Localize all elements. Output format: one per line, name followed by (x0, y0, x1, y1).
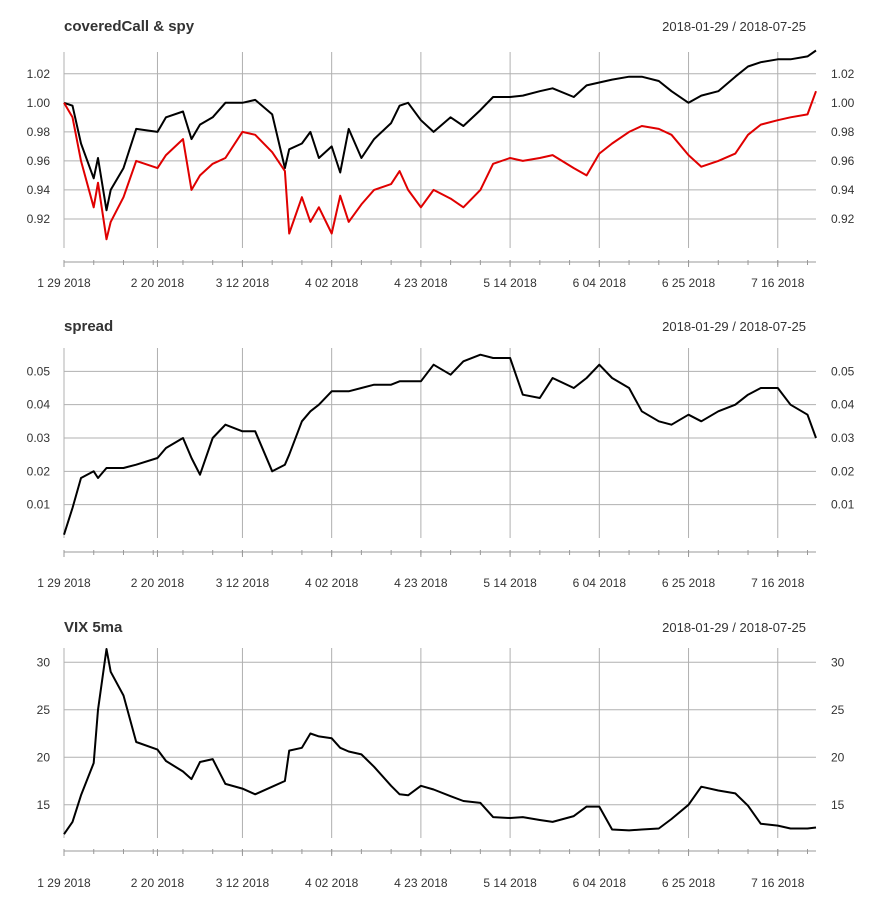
y-tick-label-right: 0.05 (831, 364, 855, 378)
y-tick-label-right: 0.94 (831, 183, 855, 197)
y-tick-label-left: 15 (37, 798, 51, 812)
y-tick-label-right: 30 (831, 655, 845, 669)
x-tick-label: 6 25 2018 (662, 576, 716, 590)
x-tick-label: 7 16 2018 (751, 876, 805, 890)
series-line-line (63, 648, 817, 835)
x-tick-label: 6 04 2018 (573, 876, 627, 890)
x-tick-label: 6 25 2018 (662, 276, 716, 290)
x-tick-label: 2 20 2018 (131, 876, 185, 890)
chart-title: spread (64, 318, 113, 335)
x-tick-label: 7 16 2018 (751, 276, 805, 290)
y-tick-label-right: 1.02 (831, 67, 855, 81)
y-tick-label-left: 1.00 (27, 96, 51, 110)
y-tick-label-right: 0.01 (831, 498, 855, 512)
series-line-spy (63, 90, 817, 241)
date-range: 2018-01-29 / 2018-07-25 (662, 319, 806, 334)
x-tick-label: 5 14 2018 (483, 576, 537, 590)
y-tick-label-left: 0.05 (27, 364, 51, 378)
chart-panel-1: 1 29 2018 2 20 2018 3 12 2018 4 02 2018 4 23… (27, 18, 855, 290)
y-tick-label-left: 1.02 (27, 67, 51, 81)
y-tick-label-left: 30 (37, 655, 51, 669)
x-tick-label: 3 12 2018 (216, 276, 270, 290)
x-tick-label: 5 14 2018 (483, 276, 537, 290)
x-tick-label: 7 16 2018 (751, 576, 805, 590)
x-tick-label: 6 25 2018 (662, 876, 716, 890)
x-tick-label: 4 23 2018 (394, 876, 448, 890)
x-tick-label: 1 29 2018 (37, 576, 91, 590)
y-tick-label-left: 25 (37, 703, 51, 717)
chart-panel-3: 1 29 2018 2 20 2018 3 12 2018 4 02 2018 4 23… (37, 619, 845, 890)
x-tick-label: 5 14 2018 (483, 876, 537, 890)
x-tick-label: 2 20 2018 (131, 576, 185, 590)
x-tick-label: 1 29 2018 (37, 876, 91, 890)
x-tick-label: 4 02 2018 (305, 576, 359, 590)
y-tick-label-right: 25 (831, 703, 845, 717)
series-line-line (63, 353, 817, 536)
x-tick-label: 4 02 2018 (305, 876, 359, 890)
y-tick-label-left: 0.94 (27, 183, 51, 197)
x-tick-label: 6 04 2018 (573, 276, 627, 290)
y-tick-label-left: 0.02 (27, 464, 51, 478)
y-tick-label-left: 0.03 (27, 431, 51, 445)
x-tick-label: 3 12 2018 (216, 876, 270, 890)
x-tick-label: 4 23 2018 (394, 576, 448, 590)
y-tick-label-right: 0.96 (831, 154, 855, 168)
y-tick-label-left: 0.96 (27, 154, 51, 168)
x-tick-label: 2 20 2018 (131, 276, 185, 290)
y-tick-label-right: 1.00 (831, 96, 855, 110)
chart-title: VIX 5ma (64, 619, 123, 636)
x-tick-label: 3 12 2018 (216, 576, 270, 590)
y-tick-label-left: 0.01 (27, 498, 51, 512)
series-line-coveredCall (63, 49, 817, 212)
y-tick-label-left: 0.04 (27, 398, 51, 412)
y-tick-label-right: 0.92 (831, 212, 855, 226)
y-tick-label-right: 0.04 (831, 398, 855, 412)
date-range: 2018-01-29 / 2018-07-25 (662, 620, 806, 635)
y-tick-label-left: 0.98 (27, 125, 51, 139)
y-tick-label-right: 0.03 (831, 431, 855, 445)
y-tick-label-right: 0.02 (831, 464, 855, 478)
chart-title: coveredCall & spy (64, 18, 195, 35)
chart-panel-2: 1 29 2018 2 20 2018 3 12 2018 4 02 2018 4 23… (27, 318, 855, 590)
y-tick-label-right: 20 (831, 750, 845, 764)
y-tick-label-right: 15 (831, 798, 845, 812)
date-range: 2018-01-29 / 2018-07-25 (662, 19, 806, 34)
y-tick-label-left: 20 (37, 750, 51, 764)
x-tick-label: 1 29 2018 (37, 276, 91, 290)
y-tick-label-right: 0.98 (831, 125, 855, 139)
y-tick-label-left: 0.92 (27, 212, 51, 226)
x-tick-label: 4 02 2018 (305, 276, 359, 290)
x-tick-label: 4 23 2018 (394, 276, 448, 290)
x-tick-label: 6 04 2018 (573, 576, 627, 590)
